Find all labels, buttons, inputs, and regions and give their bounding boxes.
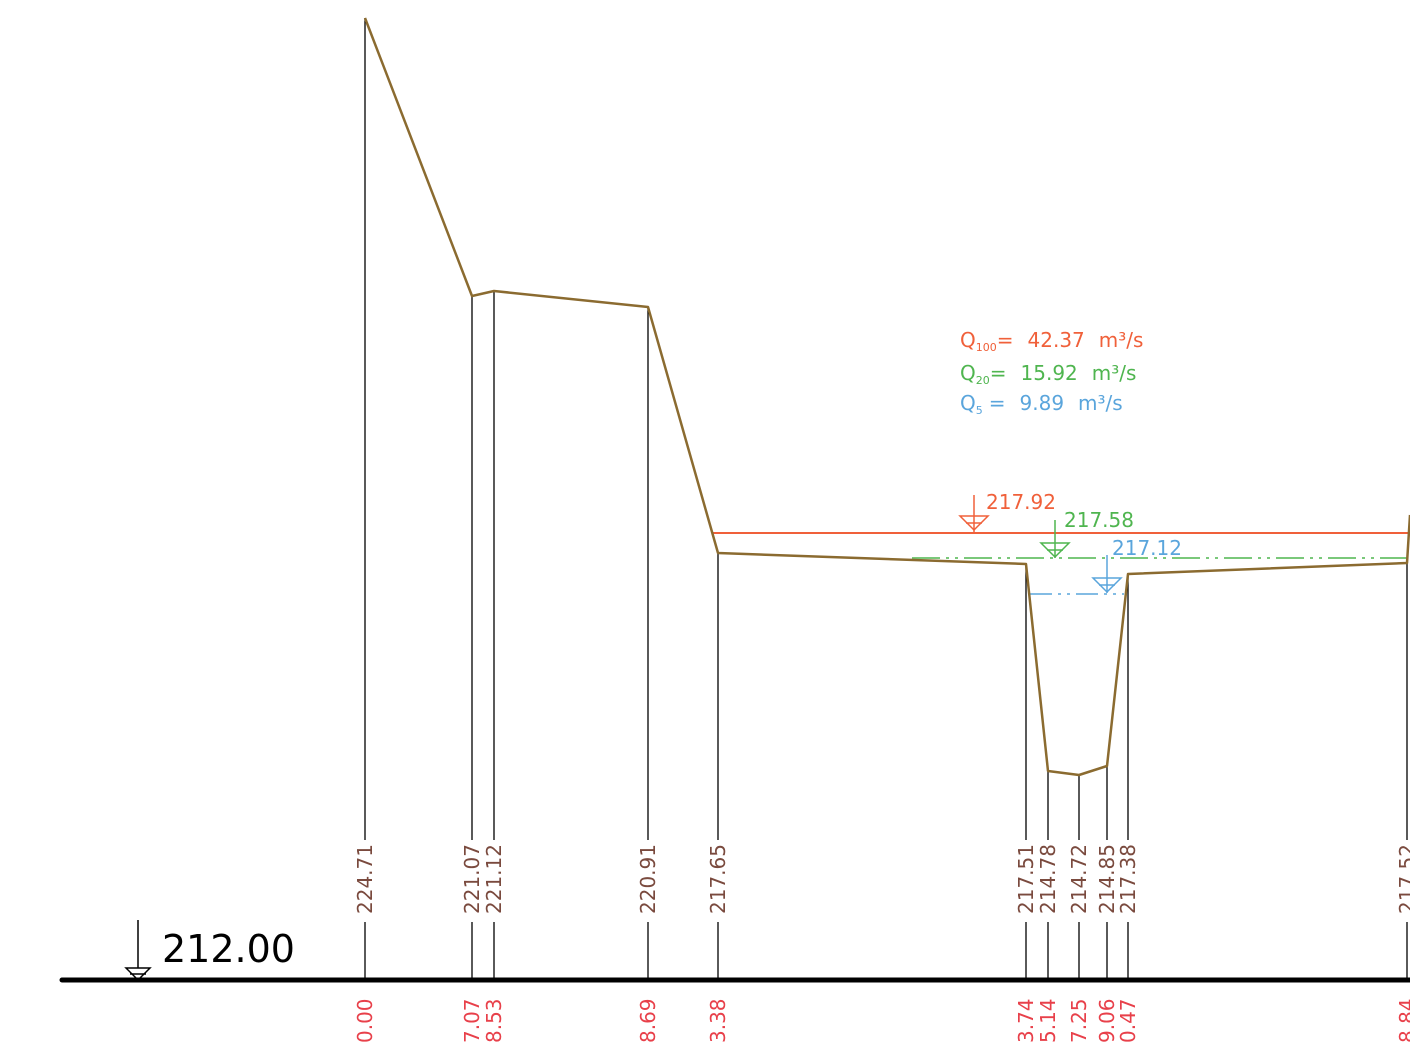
water-level-q100: 217.92 [986,490,1056,514]
elevation-label: 221.07 [460,844,484,914]
datum-marker-icon [124,920,152,982]
station-label: 5.14 [1036,998,1060,1043]
station-label: 9.06 [1095,998,1119,1043]
discharge-q5: Q5 = 9.89 m³/s [960,391,1123,417]
station-label: 0.00 [353,998,377,1043]
station-label: 3.74 [1014,998,1038,1043]
station-label: 8.84 [1395,998,1410,1043]
elevation-label: 214.78 [1036,844,1060,914]
discharge-legend: Q100= 42.37 m³/s Q20= 15.92 m³/s Q5 = 9.89 m³/s [960,328,1143,417]
station-label: 3.38 [706,998,730,1043]
elevation-label: 217.51 [1014,844,1038,914]
water-marker-q100-icon [958,495,990,533]
station-verticals [364,18,1408,980]
elevation-label: 217.65 [706,844,730,914]
elevation-label: 214.85 [1095,844,1119,914]
elevation-label: 220.91 [636,844,660,914]
station-label: 7.07 [460,998,484,1043]
station-label: 8.69 [636,998,660,1043]
water-level-q20: 217.58 [1064,508,1134,532]
water-marker-q5-icon [1091,555,1123,594]
discharge-q100: Q100= 42.37 m³/s [960,328,1143,354]
discharge-q20: Q20= 15.92 m³/s [960,361,1136,387]
elevation-label: 214.72 [1067,844,1091,914]
elevation-label: 217.52 [1395,844,1410,914]
elevation-label: 224.71 [353,844,377,914]
station-labels: 0.00 7.078.53 8.69 3.38 3.745.14 7.25 9.060.47… [353,998,1410,1043]
station-label: 0.47 [1116,998,1140,1043]
station-label: 7.25 [1067,998,1091,1043]
water-marker-q20-icon [1039,520,1071,559]
datum-label: 212.00 [162,927,295,971]
water-level-q5: 217.12 [1112,536,1182,560]
ground-profile [363,17,1410,777]
elevation-label: 217.38 [1116,844,1140,914]
elevation-label: 221.12 [482,844,506,914]
station-label: 8.53 [482,998,506,1043]
